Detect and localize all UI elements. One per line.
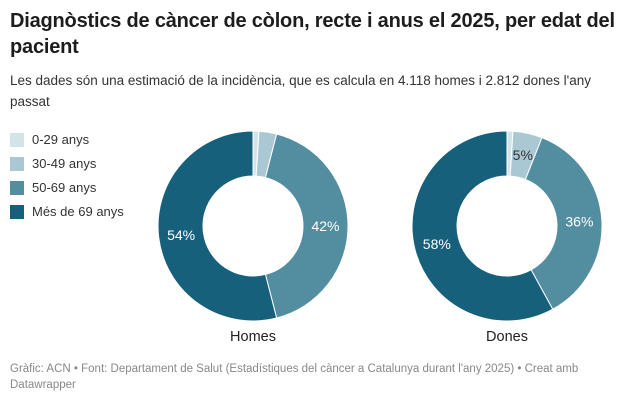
slice-label: 5%: [513, 147, 533, 163]
donut-svg-homes: 42% 54%: [157, 130, 349, 322]
legend-label: Més de 69 anys: [32, 204, 124, 219]
slice-label: 36%: [565, 213, 593, 229]
legend-swatch: [10, 180, 24, 195]
chart-header: Diagnòstics de càncer de còlon, recte i …: [0, 0, 640, 112]
legend-item-0-29-anys: 0-29 anys: [10, 132, 155, 147]
slice-label: 54%: [167, 227, 195, 243]
chart-group-label-dones: Dones: [486, 329, 528, 345]
legend-label: 30-49 anys: [32, 156, 97, 171]
pie-slice-50-69-anys: [264, 133, 349, 319]
legend-item-30-49-anys: 30-49 anys: [10, 156, 155, 171]
donut-chart-homes: 42% 54% Homes: [155, 128, 351, 345]
pie-slice-més-de-69-anys: [411, 130, 554, 322]
donut-chart-dones: 5% 36% 58% Dones: [409, 128, 605, 345]
donut-svg-dones: 5% 36% 58%: [411, 130, 603, 322]
slice-label: 58%: [423, 236, 451, 252]
legend-swatch: [10, 156, 24, 171]
chart-group-label-homes: Homes: [230, 329, 276, 345]
chart-area: 0-29 anys 30-49 anys 50-69 anys Més de 69 a…: [0, 128, 640, 345]
legend-item-més-de-69-anys: Més de 69 anys: [10, 204, 155, 219]
donut-charts: 42% 54% Homes 5% 36% 58% Dones: [155, 128, 605, 345]
pie-slice-més-de-69-anys: [157, 130, 278, 322]
legend-swatch: [10, 204, 24, 219]
legend-item-50-69-anys: 50-69 anys: [10, 180, 155, 195]
chart-subtitle: Les dades són una estimació de la incidè…: [10, 73, 591, 109]
legend-label: 0-29 anys: [32, 132, 90, 147]
legend-swatch: [10, 132, 24, 147]
legend-label: 50-69 anys: [32, 180, 97, 195]
legend: 0-29 anys 30-49 anys 50-69 anys Més de 69 a…: [10, 128, 155, 228]
chart-title: Diagnòstics de càncer de còlon, recte i …: [10, 10, 615, 58]
pie-slice-50-69-anys: [524, 137, 603, 310]
slice-label: 42%: [311, 218, 339, 234]
footer-attribution: Gràfic: ACN • Font: Departament de Salut…: [10, 363, 579, 391]
